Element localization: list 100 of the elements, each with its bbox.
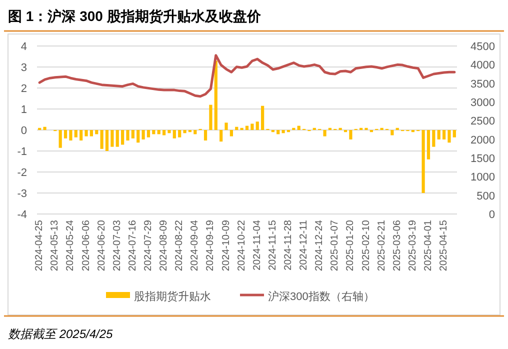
title: 图 1：沪深 300 股指期货升贴水及收盘价 — [8, 8, 261, 24]
bar — [245, 126, 249, 130]
x-tick-label: 2024-06-20 — [96, 220, 108, 272]
x-tick-label: 2024-08-09 — [158, 220, 170, 272]
y-tick-label: -3 — [17, 188, 27, 200]
bar — [116, 130, 119, 147]
y-tick-label: -4 — [17, 209, 27, 221]
line-series — [38, 54, 456, 98]
bar — [349, 130, 352, 140]
y2-tick-label: 3000 — [470, 97, 495, 109]
bar — [152, 130, 156, 134]
x-tick-label: 2025-03-19 — [407, 220, 418, 272]
legend-label: 股指期货升贴水 — [134, 290, 211, 303]
text: 数据截至 2025/4/25 — [8, 327, 114, 341]
x-tick-label: 2024-05-13 — [50, 220, 61, 272]
bar — [162, 130, 166, 136]
x-tick-label: 2024-08-22 — [174, 220, 186, 272]
bar — [172, 130, 176, 138]
bar — [126, 130, 130, 140]
x-tick-label: 2024-07-29 — [142, 220, 154, 272]
bar — [121, 130, 124, 145]
x-tick-label: 2024-06-06 — [80, 220, 92, 272]
x-tick-label: 2025-01-07 — [330, 220, 341, 272]
x-tick-label: 2024-11-28 — [282, 220, 294, 270]
bar — [224, 122, 228, 130]
y-tick-label: -2 — [17, 167, 27, 179]
y2-tick-label: 3500 — [470, 78, 495, 90]
bar — [214, 60, 218, 130]
bar — [323, 130, 326, 136]
bar — [178, 130, 182, 138]
bar — [95, 130, 98, 134]
x-tick-label: 2024-12-24 — [314, 220, 326, 272]
bar — [452, 130, 456, 138]
x-tick-label: 2025-03-06 — [392, 220, 403, 272]
bar — [432, 130, 436, 147]
legend-label: 沪深300指数（右轴） — [268, 290, 374, 303]
bar — [58, 130, 62, 148]
x-tick-label: 2024-05-24 — [65, 220, 76, 272]
y-tick-label: 4 — [20, 41, 27, 53]
bar — [297, 126, 300, 130]
y-tick-label: 2 — [20, 83, 27, 95]
y2-tick-label: 0 — [488, 209, 495, 221]
bar — [422, 130, 425, 193]
bar — [220, 130, 223, 142]
bar — [64, 130, 68, 138]
x-tick-label: 2024-10-22 — [236, 220, 248, 272]
bar — [426, 130, 430, 160]
bar — [256, 122, 259, 130]
bar — [448, 130, 451, 143]
y2-tick-label: 1000 — [470, 172, 495, 184]
bar — [157, 130, 160, 134]
y2-tick-label: 2500 — [470, 116, 495, 128]
x-tick-label: 2024-09-19 — [205, 220, 216, 272]
bar — [204, 130, 208, 140]
x-tick-label: 2025-02-21 — [376, 220, 388, 272]
x-tick-label: 2024-07-16 — [127, 220, 138, 272]
bar — [100, 130, 104, 149]
x-tick-label: 2025-04-01 — [422, 220, 434, 272]
bar — [80, 130, 83, 140]
x-tick-label: 2025-01-20 — [345, 220, 356, 272]
y-tick-label: -1 — [17, 146, 27, 158]
bar — [146, 130, 150, 138]
x-tick-label: 2024-09-04 — [190, 220, 201, 272]
bar — [235, 126, 238, 130]
bar — [250, 124, 254, 130]
bar — [131, 130, 134, 138]
bar — [43, 126, 46, 130]
bar — [90, 130, 93, 136]
bar — [168, 130, 171, 134]
x-tick-label: 2024-12-11 — [298, 220, 310, 270]
bar — [261, 106, 264, 130]
bar — [437, 130, 440, 140]
bar — [69, 130, 72, 140]
y2-tick-label: 4000 — [470, 60, 495, 72]
bar — [183, 130, 186, 134]
y-tick-label: 3 — [20, 62, 27, 74]
bar — [74, 130, 78, 138]
bar — [442, 130, 446, 140]
y-tick-label: 0 — [20, 125, 27, 137]
bar — [276, 130, 280, 134]
bar — [390, 130, 394, 136]
y-tick-label: 1 — [20, 104, 27, 116]
bar — [282, 130, 285, 134]
x-tick-label: 2025-02-10 — [360, 220, 372, 272]
bar — [194, 130, 197, 134]
x-tick-label: 2024-04-25 — [34, 220, 46, 272]
x-tick-label: 2024-11-04 — [252, 220, 263, 270]
x-tick-label: 2024-11-15 — [267, 220, 278, 270]
y2-tick-label: 4500 — [470, 41, 495, 53]
bar — [136, 130, 140, 143]
x-tick-label: 2025-04-15 — [438, 220, 450, 272]
y2-tick-label: 2000 — [470, 134, 495, 146]
bar — [230, 130, 233, 136]
x-tick-label: 2024-07-03 — [112, 220, 123, 272]
bar — [110, 130, 114, 147]
bar — [209, 104, 212, 130]
bar — [105, 130, 109, 151]
y2-tick-label: 500 — [476, 190, 495, 202]
bar — [142, 130, 145, 140]
bar — [84, 130, 88, 136]
